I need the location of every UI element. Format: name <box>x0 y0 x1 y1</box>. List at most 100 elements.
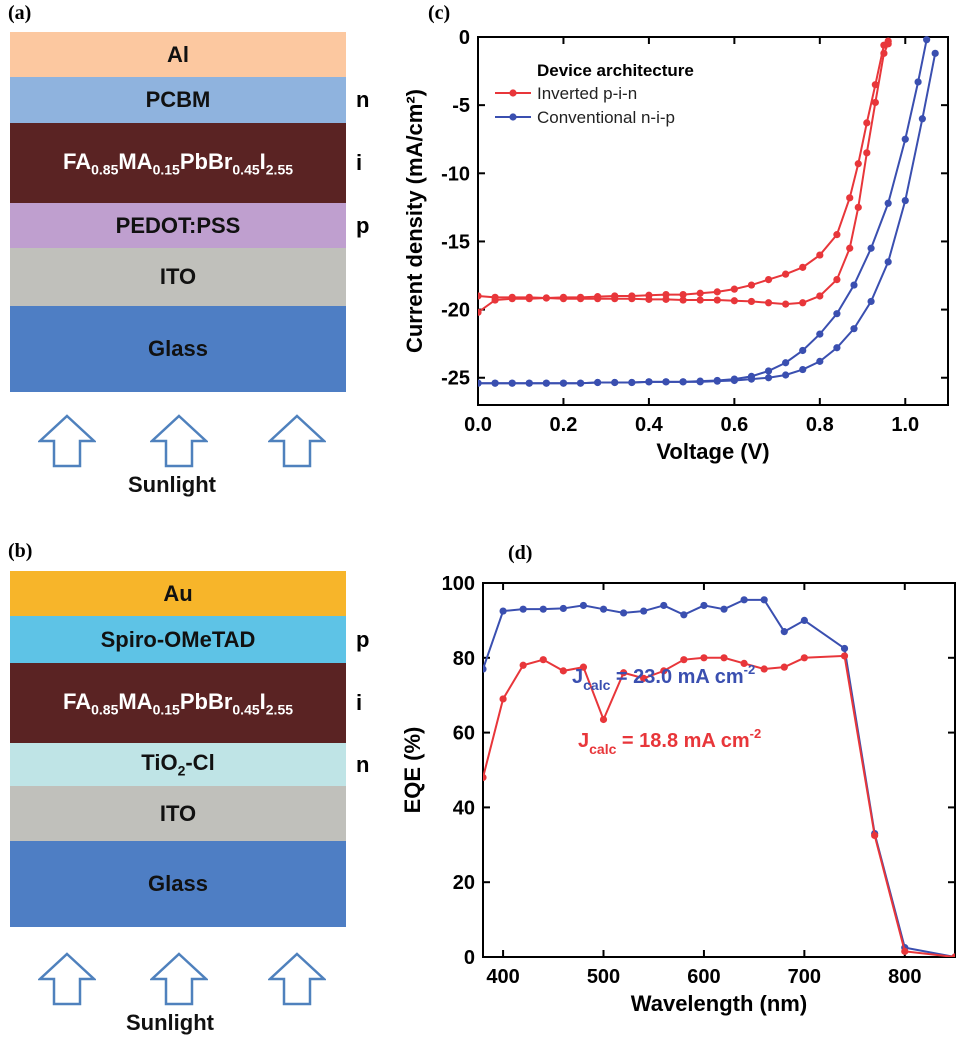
data-point <box>628 378 636 387</box>
data-point <box>508 293 516 301</box>
sunlight-arrow-icon <box>38 952 96 1006</box>
data-point <box>901 135 909 143</box>
data-point <box>579 601 588 610</box>
layer-a-4: ITO <box>10 248 346 306</box>
layer-a-2: FA0.85MA0.15PbBr0.45I2.55 i <box>10 123 362 203</box>
data-point <box>713 288 721 296</box>
data-point <box>700 654 708 662</box>
data-point <box>713 377 721 385</box>
data-point <box>747 297 756 306</box>
data-point <box>854 160 862 168</box>
data-point <box>478 292 482 300</box>
data-point <box>884 199 892 207</box>
data-point <box>816 292 824 300</box>
data-point <box>599 715 608 724</box>
data-point <box>491 293 499 301</box>
y-tick-label: 40 <box>453 797 475 819</box>
data-point <box>780 663 788 671</box>
data-point <box>850 325 858 333</box>
data-point <box>782 270 790 278</box>
layer-b-2: FA0.85MA0.15PbBr0.45I2.55 i <box>10 663 362 743</box>
panel-d-label: (d) <box>508 542 533 564</box>
panel-a-label: (a) <box>8 2 32 24</box>
data-point <box>867 297 875 306</box>
data-point <box>499 695 507 703</box>
x-axis-label: Voltage (V) <box>656 439 769 464</box>
y-tick-label: 80 <box>453 648 475 670</box>
data-point <box>525 293 533 301</box>
data-point <box>491 379 499 387</box>
y-tick-label: -20 <box>441 300 470 322</box>
data-point <box>884 258 892 266</box>
layer-b-0: Au <box>10 571 346 616</box>
data-point <box>720 654 728 662</box>
y-tick-label: 0 <box>459 27 470 49</box>
data-point <box>519 605 527 613</box>
sunlight-arrow-icon <box>150 952 208 1006</box>
data-point <box>730 297 738 305</box>
device-stack-b: Au Spiro-OMeTAD p FA0.85MA0.15PbBr0.45I2.55… <box>10 571 369 927</box>
data-point <box>880 49 888 57</box>
data-point <box>816 251 824 259</box>
data-point <box>863 119 871 127</box>
data-point <box>611 295 619 303</box>
data-point <box>599 605 608 613</box>
data-point <box>483 665 487 673</box>
layer-label: PEDOT:PSS <box>115 212 241 238</box>
data-point <box>730 285 738 293</box>
data-point <box>594 295 602 303</box>
data-point <box>764 276 773 284</box>
data-point <box>931 49 939 57</box>
layer-type-tag: i <box>356 690 363 715</box>
data-point <box>854 203 862 211</box>
data-point <box>863 149 871 157</box>
data-point <box>740 596 748 604</box>
data-point <box>611 378 619 387</box>
data-point <box>730 376 738 385</box>
x-tick-label: 800 <box>888 966 921 988</box>
data-point <box>923 36 931 44</box>
data-point <box>800 616 808 625</box>
series-line-0 <box>483 598 955 957</box>
layer-type-tag: p <box>356 212 370 238</box>
layer-b-3: TiO2-Cl n <box>10 743 369 786</box>
y-tick-label: -5 <box>452 95 470 117</box>
plot-frame <box>482 582 956 958</box>
layer-type-tag: i <box>356 150 363 175</box>
series-line-3 <box>478 53 937 385</box>
legend-entry: Conventional n-i-p <box>537 108 675 127</box>
layer-label: Au <box>163 580 193 606</box>
data-point <box>747 375 756 383</box>
x-tick-label: 0.2 <box>550 414 578 436</box>
data-point <box>816 357 824 365</box>
data-point <box>782 359 790 367</box>
data-point <box>679 378 687 386</box>
data-point <box>508 379 516 387</box>
x-tick-label: 700 <box>788 966 821 988</box>
layer-a-3: PEDOT:PSS p <box>10 203 369 248</box>
layer-label: Glass <box>148 871 208 896</box>
sunlight-arrow-icon <box>268 952 326 1006</box>
data-point <box>660 601 668 610</box>
data-point <box>559 667 567 675</box>
data-point <box>951 953 955 957</box>
x-tick-label: 0.6 <box>720 414 748 436</box>
data-point <box>542 294 550 302</box>
data-point <box>799 299 807 307</box>
data-point <box>850 281 858 289</box>
data-point <box>700 601 708 610</box>
series-line-1 <box>483 654 955 957</box>
data-point <box>499 607 507 615</box>
data-point <box>918 115 926 123</box>
data-point <box>696 378 704 386</box>
sunlight-arrow-icon <box>38 414 96 468</box>
data-point <box>747 281 756 289</box>
x-tick-label: 400 <box>486 966 519 988</box>
layer-b-1: Spiro-OMeTAD p <box>10 616 369 663</box>
data-point <box>800 654 808 662</box>
device-stack-a: Al PCBM n FA0.85MA0.15PbBr0.45I2.55 i PEDOT:P… <box>10 32 369 392</box>
series-line-0 <box>478 40 889 314</box>
data-point <box>696 296 704 304</box>
panel-b-label: (b) <box>8 540 33 562</box>
plot-frame <box>477 36 949 406</box>
